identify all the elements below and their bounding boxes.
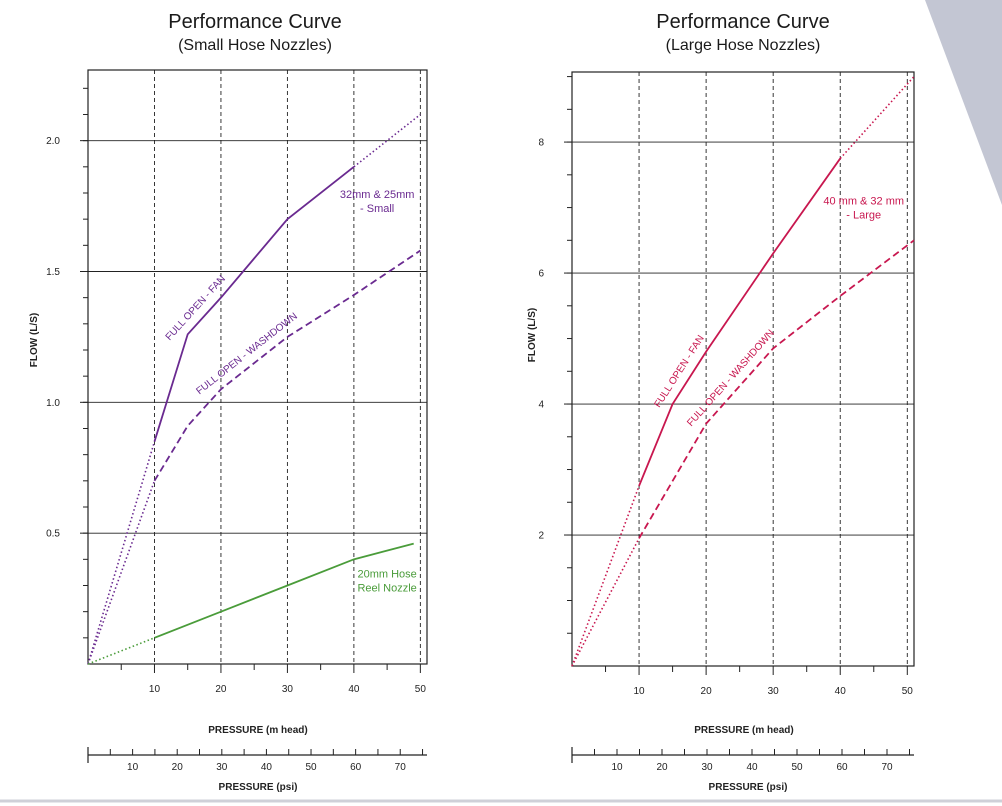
y-tick-label: 6: [538, 269, 544, 280]
x-tick-label: 20: [701, 686, 713, 697]
x-tick-label: 30: [768, 686, 780, 697]
x-tick-label: 20: [215, 684, 227, 695]
plot-frame: [87, 69, 428, 665]
x-tick-label: 40: [348, 684, 360, 695]
series-extrapolation-line: [571, 537, 640, 667]
plot-area: 0.5 1.0 1.5 2.0 10 20 30 40 50 10 20 30 40 50 60 70 FULL…: [46, 69, 428, 773]
secondary-x-tick-label: 70: [395, 762, 407, 773]
secondary-x-tick-label: 60: [836, 762, 848, 773]
annotation: 20mm Hose Reel Nozzle: [357, 569, 416, 595]
plot-frame: [571, 71, 915, 667]
corner-decoration: [925, 0, 1002, 205]
x-tick-label: 50: [902, 686, 914, 697]
annotation: 40 mm & 32 mm - Large: [823, 195, 904, 221]
series-extrapolation-line: [571, 485, 640, 667]
series-extrapolation-line: [87, 441, 156, 665]
annotation: 32mm & 25mm - Small: [340, 189, 415, 215]
secondary-x-tick-label: 70: [881, 762, 893, 773]
secondary-x-tick-label: 40: [746, 762, 758, 773]
series-extrapolation-line: [87, 480, 156, 665]
annotation-line: 20mm Hose: [357, 569, 416, 581]
series-label: FULL OPEN - FAN: [653, 333, 707, 409]
chart-subtitle: (Small Hose Nozzles): [178, 37, 332, 54]
annotation-line: Reel Nozzle: [357, 583, 416, 595]
secondary-x-tick-label: 10: [127, 762, 139, 773]
y-axis-label: FLOW (L/S): [29, 313, 40, 367]
chart-subtitle: (Large Hose Nozzles): [666, 37, 821, 54]
series-label: FULL OPEN - FAN: [164, 274, 228, 343]
x-tick-label: 10: [633, 686, 645, 697]
x-axis-label: PRESSURE (m head): [208, 725, 307, 736]
series-extrapolation-line: [87, 637, 155, 665]
series-line: [638, 157, 841, 487]
secondary-x-tick-label: 30: [216, 762, 228, 773]
series-label: FULL OPEN - WASHDOWN: [194, 311, 299, 397]
annotation-line: 32mm & 25mm: [340, 189, 415, 201]
series-line: [153, 166, 355, 442]
x-axis-label: PRESSURE (m head): [694, 725, 793, 736]
secondary-x-axis-label: PRESSURE (psi): [219, 782, 298, 793]
series-line: [154, 542, 414, 639]
series-extrapolation-line: [839, 76, 915, 159]
x-tick-label: 50: [415, 684, 427, 695]
y-tick-label: 2: [538, 531, 544, 542]
y-tick-label: 1.0: [46, 398, 60, 409]
chart-title: Performance Curve: [168, 11, 341, 33]
secondary-x-tick-label: 20: [656, 762, 668, 773]
x-tick-label: 40: [835, 686, 847, 697]
annotation-line: - Small: [360, 203, 394, 215]
y-tick-label: 2.0: [46, 136, 60, 147]
y-tick-label: 8: [538, 138, 544, 149]
chart-title: Performance Curve: [656, 11, 829, 33]
chart-large-hose-nozzles: Performance Curve (Large Hose Nozzles) 2…: [527, 11, 915, 793]
y-tick-label: 0.5: [46, 529, 60, 540]
secondary-x-tick-label: 40: [261, 762, 273, 773]
series-line: [638, 239, 915, 539]
secondary-x-axis-label: PRESSURE (psi): [709, 782, 788, 793]
x-tick-label: 30: [282, 684, 294, 695]
secondary-x-tick-label: 50: [305, 762, 317, 773]
x-tick-label: 10: [149, 684, 161, 695]
secondary-x-tick-label: 20: [172, 762, 184, 773]
secondary-x-tick-label: 50: [791, 762, 803, 773]
plot-area: 2 4 6 8 10 20 30 40 50 10 20 30 40 50 60 70 FULL OPEN - …: [538, 71, 915, 773]
secondary-x-tick-label: 30: [701, 762, 713, 773]
y-tick-label: 1.5: [46, 267, 60, 278]
y-axis-label: FLOW (L/S): [527, 308, 538, 362]
y-tick-label: 4: [538, 400, 544, 411]
annotation-line: 40 mm & 32 mm: [823, 195, 904, 207]
secondary-x-tick-label: 10: [611, 762, 623, 773]
annotation-line: - Large: [846, 209, 881, 221]
secondary-x-tick-label: 60: [350, 762, 362, 773]
chart-small-hose-nozzles: Performance Curve (Small Hose Nozzles) 0…: [29, 11, 428, 793]
series-line: [153, 249, 421, 482]
